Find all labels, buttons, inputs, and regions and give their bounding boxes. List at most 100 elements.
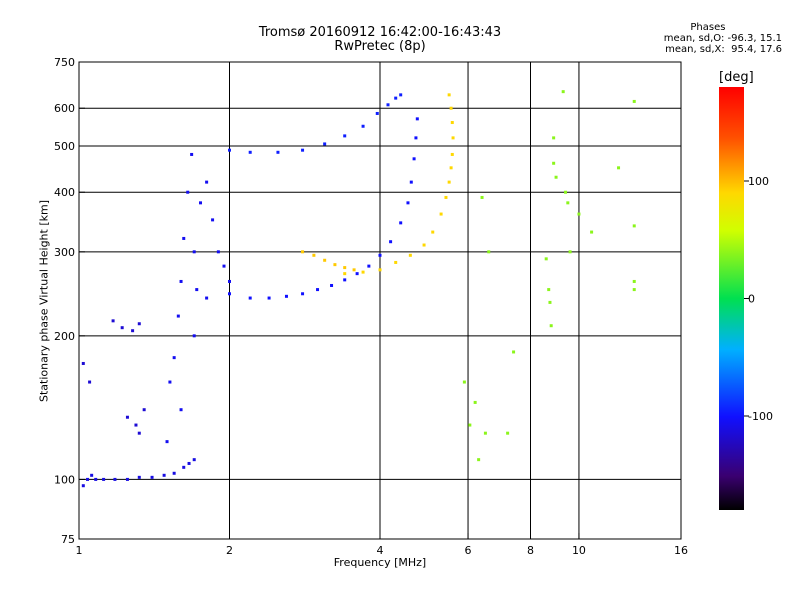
data-point — [409, 180, 413, 184]
y-tick-label: 75 — [61, 533, 75, 546]
data-point — [323, 258, 327, 262]
data-point — [187, 461, 191, 465]
data-point — [449, 166, 453, 170]
data-point — [216, 250, 220, 254]
colorbar-ticks: 100 0 -100 — [744, 175, 773, 423]
data-point — [408, 253, 412, 257]
data-points — [81, 90, 636, 488]
data-point — [564, 190, 568, 194]
data-point — [617, 166, 621, 170]
x-axis-label: Frequency [MHz] — [333, 556, 427, 569]
data-point — [352, 268, 356, 272]
data-point — [343, 266, 347, 270]
data-point — [192, 334, 196, 338]
data-point — [137, 475, 141, 479]
data-point — [487, 250, 491, 254]
data-point — [182, 465, 186, 469]
data-point — [248, 150, 252, 154]
data-point — [473, 400, 477, 404]
data-point — [125, 477, 129, 481]
colorbar-tick-label: -100 — [748, 410, 773, 423]
data-point — [512, 350, 516, 354]
y-axis-label: Stationary phase Virtual Height [km] — [37, 199, 51, 403]
data-point — [165, 440, 169, 444]
data-point — [205, 180, 209, 184]
y-tick-label: 750 — [54, 56, 75, 69]
data-point — [90, 473, 94, 477]
data-point — [343, 278, 347, 282]
data-point — [113, 477, 117, 481]
data-point — [301, 148, 305, 152]
data-point — [406, 201, 410, 205]
data-point — [450, 152, 454, 156]
data-point — [566, 201, 570, 205]
data-point — [447, 180, 451, 184]
data-point — [120, 326, 124, 330]
data-point — [375, 111, 379, 115]
data-point — [590, 230, 594, 234]
data-point — [102, 477, 106, 481]
x-tick-label: 16 — [674, 544, 688, 557]
data-point — [195, 288, 199, 292]
data-point — [131, 329, 135, 333]
data-point — [414, 136, 418, 140]
data-point — [205, 296, 209, 300]
data-point — [548, 300, 552, 304]
data-point — [361, 124, 365, 128]
data-point — [462, 380, 466, 384]
data-point — [544, 257, 548, 261]
data-point — [449, 106, 453, 110]
colorbar-tick-label: 0 — [748, 293, 755, 306]
data-point — [632, 288, 636, 292]
y-tick-label: 200 — [54, 330, 75, 343]
data-point — [447, 93, 451, 97]
data-point — [632, 279, 636, 283]
data-point — [168, 380, 172, 384]
grid-lines — [79, 62, 681, 539]
data-point — [323, 142, 327, 146]
axis-ticks: 1 2 4 6 8 10 16 75 100 200 300 400 500 600 750 — [54, 56, 688, 557]
data-point — [506, 431, 510, 435]
data-point — [343, 272, 347, 276]
data-point — [577, 212, 581, 216]
data-point — [367, 264, 371, 268]
data-point — [561, 90, 565, 94]
colorbar-tick-label: 100 — [748, 175, 769, 188]
data-point — [316, 288, 320, 292]
data-point — [431, 230, 435, 234]
data-point — [222, 264, 226, 268]
data-point — [378, 268, 382, 272]
data-point — [439, 212, 443, 216]
data-point — [172, 471, 176, 475]
data-point — [333, 263, 337, 267]
x-tick-label: 2 — [226, 544, 233, 557]
y-tick-label: 500 — [54, 140, 75, 153]
data-point — [267, 296, 271, 300]
data-point — [172, 356, 176, 360]
data-point — [389, 240, 393, 244]
data-point — [386, 103, 390, 107]
data-point — [355, 272, 359, 276]
data-point — [552, 161, 556, 165]
data-point — [412, 157, 416, 161]
data-point — [179, 408, 183, 412]
data-point — [192, 250, 196, 254]
data-point — [330, 283, 334, 287]
data-point — [552, 136, 556, 140]
data-point — [142, 408, 146, 412]
data-point — [415, 117, 419, 121]
data-point — [86, 477, 90, 481]
data-point — [422, 243, 426, 247]
data-point — [284, 294, 288, 298]
colorbar-label: [deg] — [719, 70, 754, 85]
data-point — [199, 201, 203, 205]
chart-subtitle: RwPretec (8p) — [334, 39, 426, 54]
data-point — [276, 150, 280, 154]
x-tick-label: 1 — [76, 544, 83, 557]
data-point — [312, 253, 316, 257]
y-tick-label: 600 — [54, 102, 75, 115]
data-point — [111, 319, 115, 323]
data-point — [632, 224, 636, 228]
data-point — [192, 458, 196, 462]
